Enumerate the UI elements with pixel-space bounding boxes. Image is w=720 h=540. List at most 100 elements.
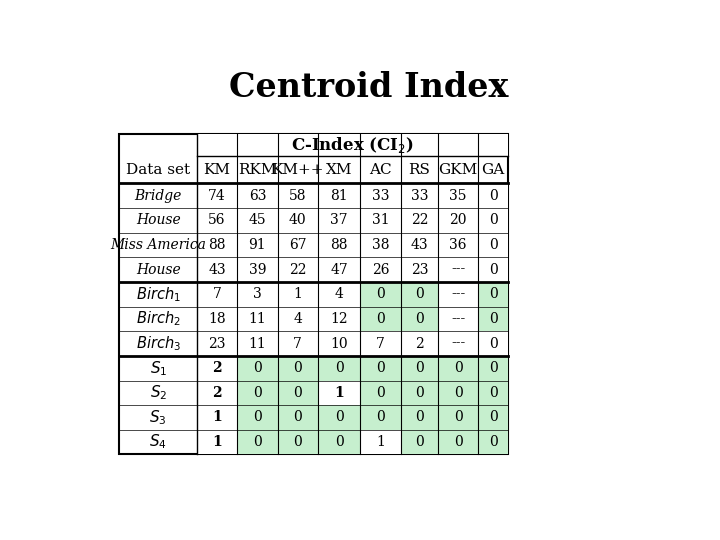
- Text: KM: KM: [204, 163, 230, 177]
- Bar: [478, 405, 508, 430]
- Bar: [438, 184, 478, 208]
- Text: 0: 0: [377, 312, 385, 326]
- Text: Data set: Data set: [126, 163, 190, 177]
- Bar: [238, 257, 277, 282]
- Bar: [438, 233, 478, 257]
- Bar: [401, 233, 438, 257]
- Bar: [438, 356, 478, 381]
- Text: 2: 2: [212, 386, 222, 400]
- Text: 0: 0: [489, 287, 498, 301]
- Bar: [361, 331, 401, 356]
- Bar: [238, 184, 277, 208]
- Text: 7: 7: [212, 287, 222, 301]
- Bar: [318, 282, 361, 307]
- Bar: [238, 356, 277, 381]
- Text: 45: 45: [248, 213, 266, 227]
- Text: 0: 0: [335, 361, 343, 375]
- Text: 88: 88: [208, 238, 226, 252]
- Bar: [120, 134, 508, 455]
- Text: 2: 2: [212, 361, 222, 375]
- Text: 4: 4: [293, 312, 302, 326]
- Text: 0: 0: [489, 361, 498, 375]
- Text: 0: 0: [489, 435, 498, 449]
- Text: 0: 0: [377, 287, 385, 301]
- Text: Miss America: Miss America: [110, 238, 206, 252]
- Text: 74: 74: [208, 188, 226, 202]
- Text: 7: 7: [293, 336, 302, 350]
- Text: 1: 1: [212, 435, 222, 449]
- Text: 3: 3: [253, 287, 262, 301]
- Bar: [438, 430, 478, 455]
- Bar: [197, 331, 238, 356]
- Bar: [318, 381, 361, 405]
- Bar: [197, 134, 508, 156]
- Bar: [318, 257, 361, 282]
- Text: XM: XM: [326, 163, 352, 177]
- Bar: [318, 356, 361, 381]
- Bar: [318, 184, 361, 208]
- Text: 12: 12: [330, 312, 348, 326]
- Bar: [438, 257, 478, 282]
- Bar: [401, 405, 438, 430]
- Text: 0: 0: [377, 410, 385, 424]
- Bar: [277, 356, 318, 381]
- Bar: [318, 233, 361, 257]
- Bar: [197, 208, 238, 233]
- Bar: [361, 282, 401, 307]
- Bar: [478, 184, 508, 208]
- Bar: [401, 282, 438, 307]
- Text: 26: 26: [372, 262, 390, 276]
- Bar: [277, 405, 318, 430]
- Text: 0: 0: [489, 262, 498, 276]
- Text: 37: 37: [330, 213, 348, 227]
- Bar: [238, 307, 277, 331]
- Bar: [277, 381, 318, 405]
- Text: 10: 10: [330, 336, 348, 350]
- Bar: [478, 233, 508, 257]
- Bar: [401, 381, 438, 405]
- Text: 0: 0: [454, 410, 462, 424]
- Bar: [361, 208, 401, 233]
- Text: GA: GA: [482, 163, 505, 177]
- Bar: [238, 405, 277, 430]
- Text: 0: 0: [489, 238, 498, 252]
- Text: 58: 58: [289, 188, 307, 202]
- Text: 0: 0: [335, 410, 343, 424]
- Text: 0: 0: [253, 361, 262, 375]
- Bar: [197, 257, 238, 282]
- Bar: [277, 257, 318, 282]
- Bar: [197, 405, 238, 430]
- Bar: [478, 331, 508, 356]
- Bar: [361, 381, 401, 405]
- Bar: [401, 356, 438, 381]
- Bar: [401, 184, 438, 208]
- Bar: [478, 208, 508, 233]
- Bar: [478, 257, 508, 282]
- Bar: [277, 184, 318, 208]
- Text: 0: 0: [293, 435, 302, 449]
- Text: 23: 23: [410, 262, 428, 276]
- Bar: [197, 282, 238, 307]
- Bar: [197, 381, 238, 405]
- Text: 0: 0: [454, 435, 462, 449]
- Bar: [401, 208, 438, 233]
- Text: 1: 1: [334, 386, 344, 400]
- Text: $\mathit{Birch}_{2}$: $\mathit{Birch}_{2}$: [136, 309, 181, 328]
- Bar: [238, 282, 277, 307]
- Text: 36: 36: [449, 238, 467, 252]
- Text: 0: 0: [454, 386, 462, 400]
- Text: $S_{3}$: $S_{3}$: [150, 408, 167, 427]
- Text: 81: 81: [330, 188, 348, 202]
- Bar: [438, 331, 478, 356]
- Text: 0: 0: [489, 410, 498, 424]
- Text: $\mathit{Birch}_{1}$: $\mathit{Birch}_{1}$: [136, 285, 181, 303]
- Text: $S_{1}$: $S_{1}$: [150, 359, 167, 377]
- Bar: [277, 430, 318, 455]
- Bar: [361, 307, 401, 331]
- Text: House: House: [136, 262, 181, 276]
- Bar: [438, 381, 478, 405]
- Bar: [478, 430, 508, 455]
- Text: 20: 20: [449, 213, 467, 227]
- Text: 39: 39: [248, 262, 266, 276]
- Text: 0: 0: [489, 312, 498, 326]
